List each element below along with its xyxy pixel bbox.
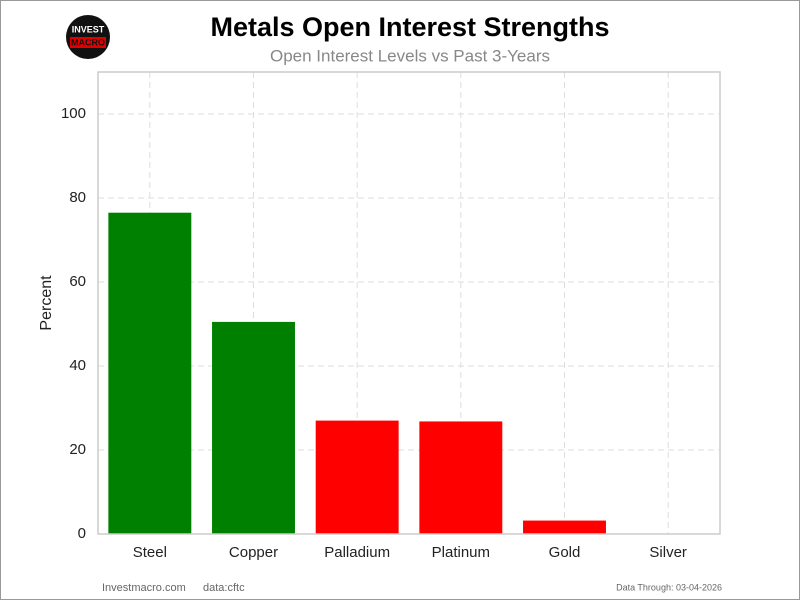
footer-source: data:cftc	[203, 582, 245, 594]
x-tick-label: Palladium	[324, 544, 390, 561]
x-tick-label: Steel	[133, 544, 167, 561]
y-tick-label: 40	[69, 357, 86, 374]
x-tick-label: Gold	[549, 544, 581, 561]
chart-subtitle: Open Interest Levels vs Past 3-Years	[270, 46, 550, 65]
bar	[315, 420, 399, 534]
y-tick-label: 0	[78, 525, 86, 542]
logo-text: INVEST	[72, 24, 105, 34]
chart-title: Metals Open Interest Strengths	[210, 12, 609, 42]
y-tick-label: 100	[61, 105, 86, 122]
footer-date: Data Through: 03-04-2026	[616, 582, 722, 592]
bar	[212, 321, 295, 534]
logo-stripe	[70, 37, 106, 48]
plot-frame	[97, 71, 721, 535]
bar	[523, 520, 606, 534]
footer-site: Investmacro.com	[102, 582, 186, 594]
y-axis-label: Percent	[38, 275, 55, 331]
x-tick-label: Platinum	[432, 544, 490, 561]
logo-text: MACRO	[71, 37, 105, 47]
bar	[108, 212, 192, 534]
y-tick-label: 60	[69, 273, 86, 290]
y-tick-label: 20	[69, 441, 86, 458]
x-tick-label: Silver	[649, 544, 687, 561]
bar	[419, 421, 503, 534]
y-tick-label: 80	[69, 189, 86, 206]
x-tick-label: Copper	[229, 544, 278, 561]
